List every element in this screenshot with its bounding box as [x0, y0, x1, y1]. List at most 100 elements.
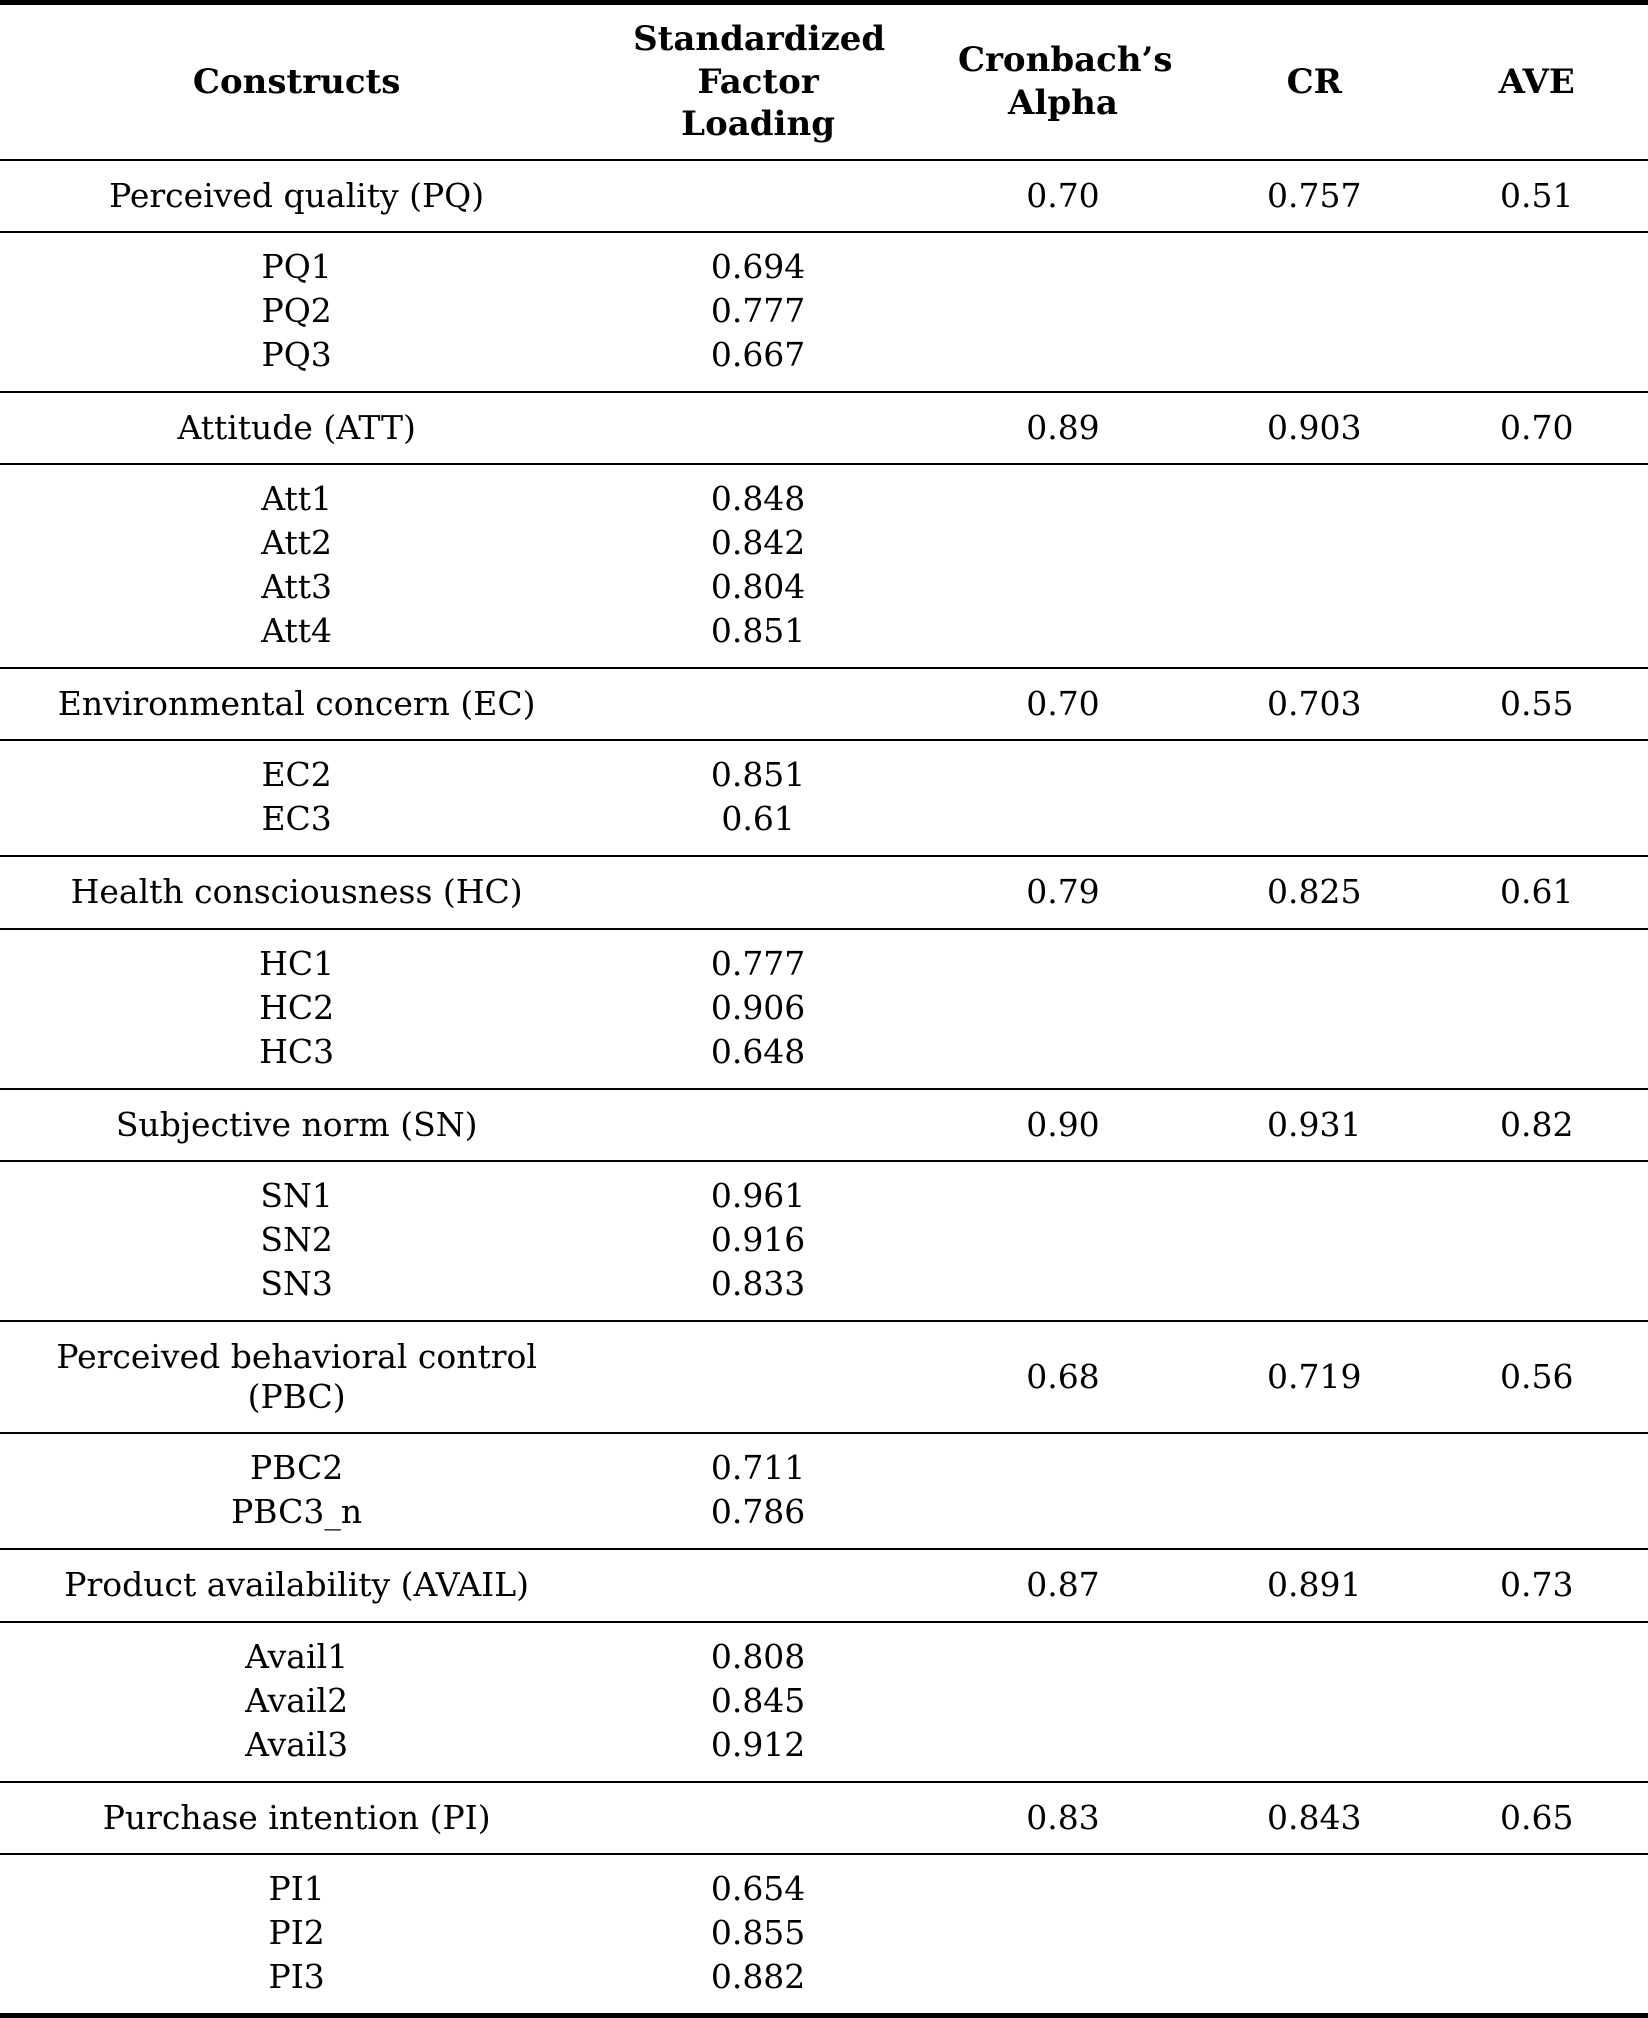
item-ave-cell-empty	[1426, 740, 1648, 797]
cronbachs-alpha-cell: 0.79	[923, 856, 1203, 928]
item-loading-cell: 0.804	[593, 565, 923, 609]
item-loading-cell: 0.912	[593, 1723, 923, 1782]
item-loading-cell: 0.848	[593, 464, 923, 521]
ave-cell: 0.55	[1426, 668, 1648, 740]
construct-loading-cell-empty	[593, 1782, 923, 1854]
cr-cell: 0.891	[1203, 1549, 1425, 1621]
cr-cell: 0.931	[1203, 1089, 1425, 1161]
item-loading-cell: 0.842	[593, 521, 923, 565]
construct-name: Health consciousness (HC)	[27, 872, 567, 912]
item-alpha-cell-empty	[923, 1911, 1203, 1955]
item-cr-cell-empty	[1203, 609, 1425, 668]
ave-cell: 0.82	[1426, 1089, 1648, 1161]
item-ave-cell-empty	[1426, 986, 1648, 1030]
item-cr-cell-empty	[1203, 1161, 1425, 1218]
construct-name: Purchase intention (PI)	[27, 1798, 567, 1838]
construct-name-cell: Product availability (AVAIL)	[0, 1549, 593, 1621]
item-label-cell: PI1	[0, 1854, 593, 1911]
item-loading-cell: 0.694	[593, 232, 923, 289]
cr-cell: 0.825	[1203, 856, 1425, 928]
item-cr-cell-empty	[1203, 1622, 1425, 1679]
construct-loading-cell-empty	[593, 1321, 923, 1434]
item-cr-cell-empty	[1203, 1030, 1425, 1089]
item-alpha-cell-empty	[923, 740, 1203, 797]
column-header-constructs-label: Constructs	[8, 61, 585, 104]
item-loading-cell: 0.833	[593, 1262, 923, 1321]
item-cr-cell-empty	[1203, 521, 1425, 565]
item-label-cell: EC2	[0, 740, 593, 797]
item-loading-cell: 0.61	[593, 797, 923, 856]
column-header-constructs: Constructs	[0, 3, 593, 160]
cr-cell: 0.703	[1203, 668, 1425, 740]
item-label-cell: Att2	[0, 521, 593, 565]
item-label-cell: EC3	[0, 797, 593, 856]
item-loading-cell: 0.906	[593, 986, 923, 1030]
item-label-cell: SN3	[0, 1262, 593, 1321]
cr-cell: 0.843	[1203, 1782, 1425, 1854]
item-ave-cell-empty	[1426, 1679, 1648, 1723]
construct-name: Perceived behavioral control (PBC)	[27, 1337, 567, 1418]
construct-name: Perceived quality (PQ)	[27, 176, 567, 216]
item-loading-cell: 0.851	[593, 609, 923, 668]
item-alpha-cell-empty	[923, 1030, 1203, 1089]
item-alpha-cell-empty	[923, 1161, 1203, 1218]
item-alpha-cell-empty	[923, 289, 1203, 333]
column-header-cronbachs-alpha-label: Cronbach’s Alpha	[958, 39, 1168, 124]
ave-cell: 0.61	[1426, 856, 1648, 928]
cr-cell: 0.719	[1203, 1321, 1425, 1434]
item-cr-cell-empty	[1203, 464, 1425, 521]
item-alpha-cell-empty	[923, 929, 1203, 986]
ave-cell: 0.51	[1426, 160, 1648, 232]
item-ave-cell-empty	[1426, 289, 1648, 333]
construct-name: Environmental concern (EC)	[27, 684, 567, 724]
column-header-ave-label: AVE	[1434, 61, 1641, 104]
construct-name: Product availability (AVAIL)	[27, 1565, 567, 1605]
item-alpha-cell-empty	[923, 1955, 1203, 2016]
item-alpha-cell-empty	[923, 1218, 1203, 1262]
item-cr-cell-empty	[1203, 232, 1425, 289]
item-ave-cell-empty	[1426, 1955, 1648, 2016]
item-loading-cell: 0.648	[593, 1030, 923, 1089]
construct-name-cell: Subjective norm (SN)	[0, 1089, 593, 1161]
item-ave-cell-empty	[1426, 1854, 1648, 1911]
item-label-cell: HC3	[0, 1030, 593, 1089]
item-label-cell: HC2	[0, 986, 593, 1030]
item-loading-cell: 0.786	[593, 1490, 923, 1549]
item-loading-cell: 0.667	[593, 333, 923, 392]
item-loading-cell: 0.808	[593, 1622, 923, 1679]
item-label-cell: Avail3	[0, 1723, 593, 1782]
item-ave-cell-empty	[1426, 929, 1648, 986]
ave-cell: 0.65	[1426, 1782, 1648, 1854]
item-label-cell: Avail1	[0, 1622, 593, 1679]
table-header: Constructs Standardized Factor Loading C…	[0, 3, 1648, 160]
item-cr-cell-empty	[1203, 1955, 1425, 2016]
item-alpha-cell-empty	[923, 521, 1203, 565]
item-ave-cell-empty	[1426, 1911, 1648, 1955]
item-cr-cell-empty	[1203, 1854, 1425, 1911]
cronbachs-alpha-cell: 0.89	[923, 392, 1203, 464]
construct-loading-cell-empty	[593, 392, 923, 464]
ave-cell: 0.56	[1426, 1321, 1648, 1434]
item-cr-cell-empty	[1203, 1911, 1425, 1955]
item-loading-cell: 0.851	[593, 740, 923, 797]
item-cr-cell-empty	[1203, 333, 1425, 392]
item-alpha-cell-empty	[923, 333, 1203, 392]
